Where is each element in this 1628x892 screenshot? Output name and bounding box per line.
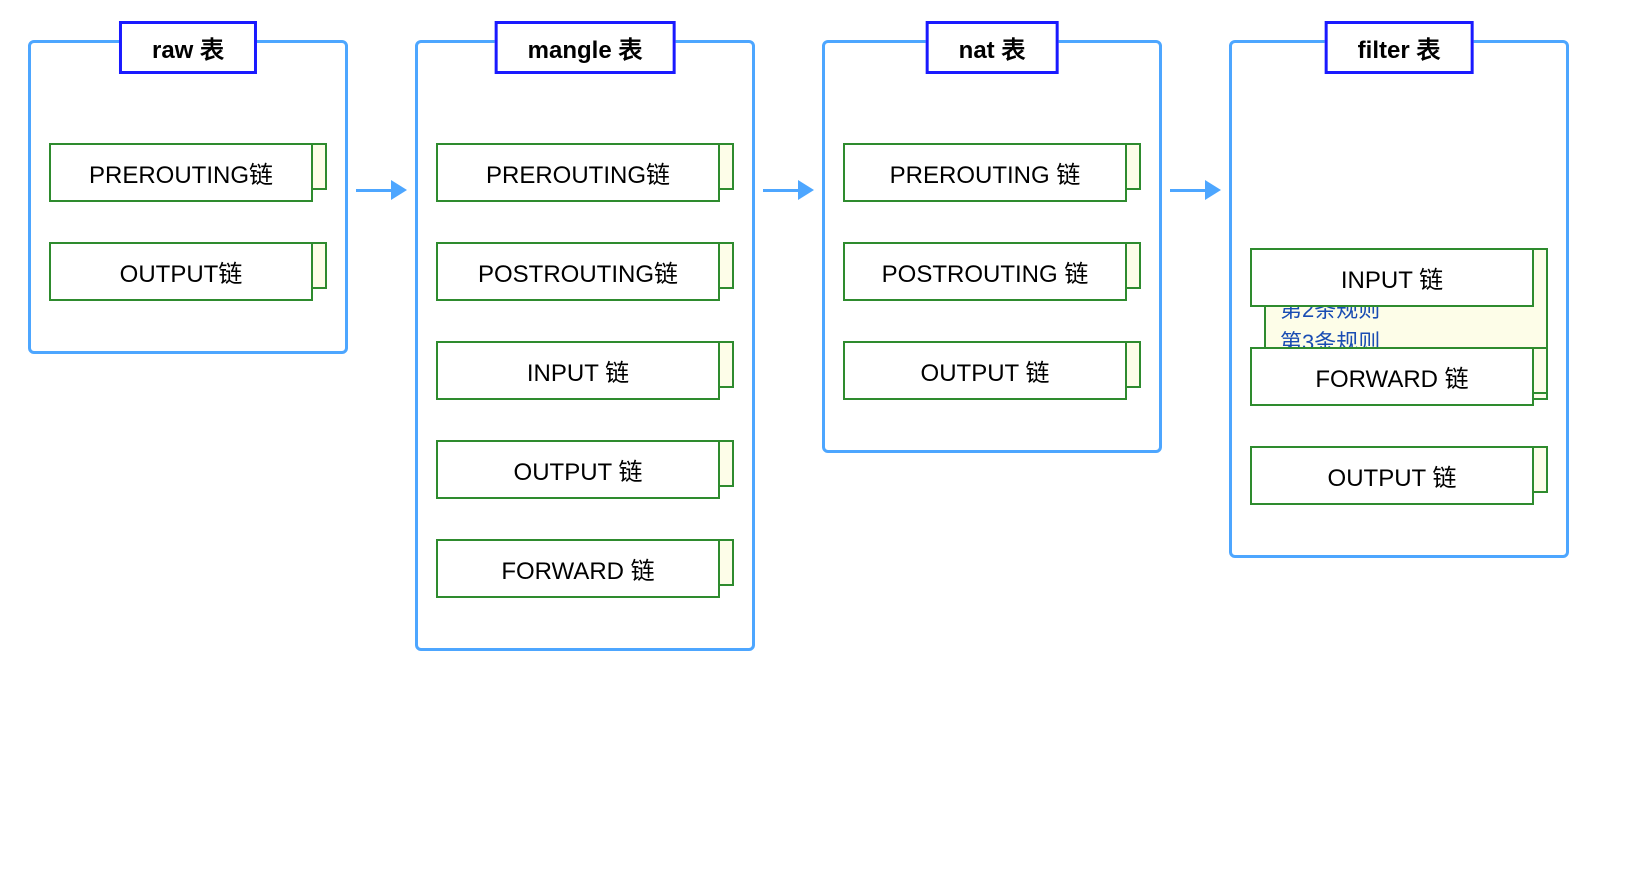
chain-label: OUTPUT链 <box>49 242 313 301</box>
table-title-filter: filter 表 <box>1325 21 1474 74</box>
chain-block: …… PREROUTING 链 <box>843 143 1141 202</box>
chain-block: …… OUTPUT 链 <box>843 341 1141 400</box>
chain-label: PREROUTING 链 <box>843 143 1127 202</box>
chain-block: …… OUTPUT链 <box>49 242 327 301</box>
chain-block: …… PREROUTING链 <box>436 143 734 202</box>
chain-block: …… PREROUTING链 <box>49 143 327 202</box>
chain-label: POSTROUTING链 <box>436 242 720 301</box>
chain-label: OUTPUT 链 <box>436 440 720 499</box>
chain-label: POSTROUTING 链 <box>843 242 1127 301</box>
chain-block: …… OUTPUT 链 <box>436 440 734 499</box>
chain-block: …… POSTROUTING 链 <box>843 242 1141 301</box>
chain-label: FORWARD 链 <box>1250 347 1534 406</box>
chain-block: …… FORWARD 链 <box>1250 347 1548 406</box>
arrow-icon <box>356 180 407 200</box>
table-filter: filter 表 第1条规则 第2条规则 第3条规则 …… INPUT 链 ……… <box>1229 40 1569 558</box>
chain-block: 第1条规则 第2条规则 第3条规则 …… INPUT 链 <box>1250 248 1548 307</box>
iptables-diagram: raw 表 …… PREROUTING链 …… OUTPUT链 mangle 表… <box>20 40 1608 651</box>
arrow-icon <box>763 180 814 200</box>
chain-label: INPUT 链 <box>436 341 720 400</box>
arrow-icon <box>1170 180 1221 200</box>
chain-label: OUTPUT 链 <box>843 341 1127 400</box>
chain-block: …… OUTPUT 链 <box>1250 446 1548 505</box>
table-raw: raw 表 …… PREROUTING链 …… OUTPUT链 <box>28 40 348 354</box>
table-title-nat: nat 表 <box>926 21 1059 74</box>
chain-block: …… INPUT 链 <box>436 341 734 400</box>
table-nat: nat 表 …… PREROUTING 链 …… POSTROUTING 链 …… <box>822 40 1162 453</box>
table-mangle: mangle 表 …… PREROUTING链 …… POSTROUTING链 … <box>415 40 755 651</box>
chain-block: …… FORWARD 链 <box>436 539 734 598</box>
chain-label: OUTPUT 链 <box>1250 446 1534 505</box>
table-title-mangle: mangle 表 <box>495 21 676 74</box>
chain-label: FORWARD 链 <box>436 539 720 598</box>
chain-label: PREROUTING链 <box>436 143 720 202</box>
chain-label: PREROUTING链 <box>49 143 313 202</box>
chain-label: INPUT 链 <box>1250 248 1534 307</box>
table-title-raw: raw 表 <box>119 21 257 74</box>
chain-block: …… POSTROUTING链 <box>436 242 734 301</box>
